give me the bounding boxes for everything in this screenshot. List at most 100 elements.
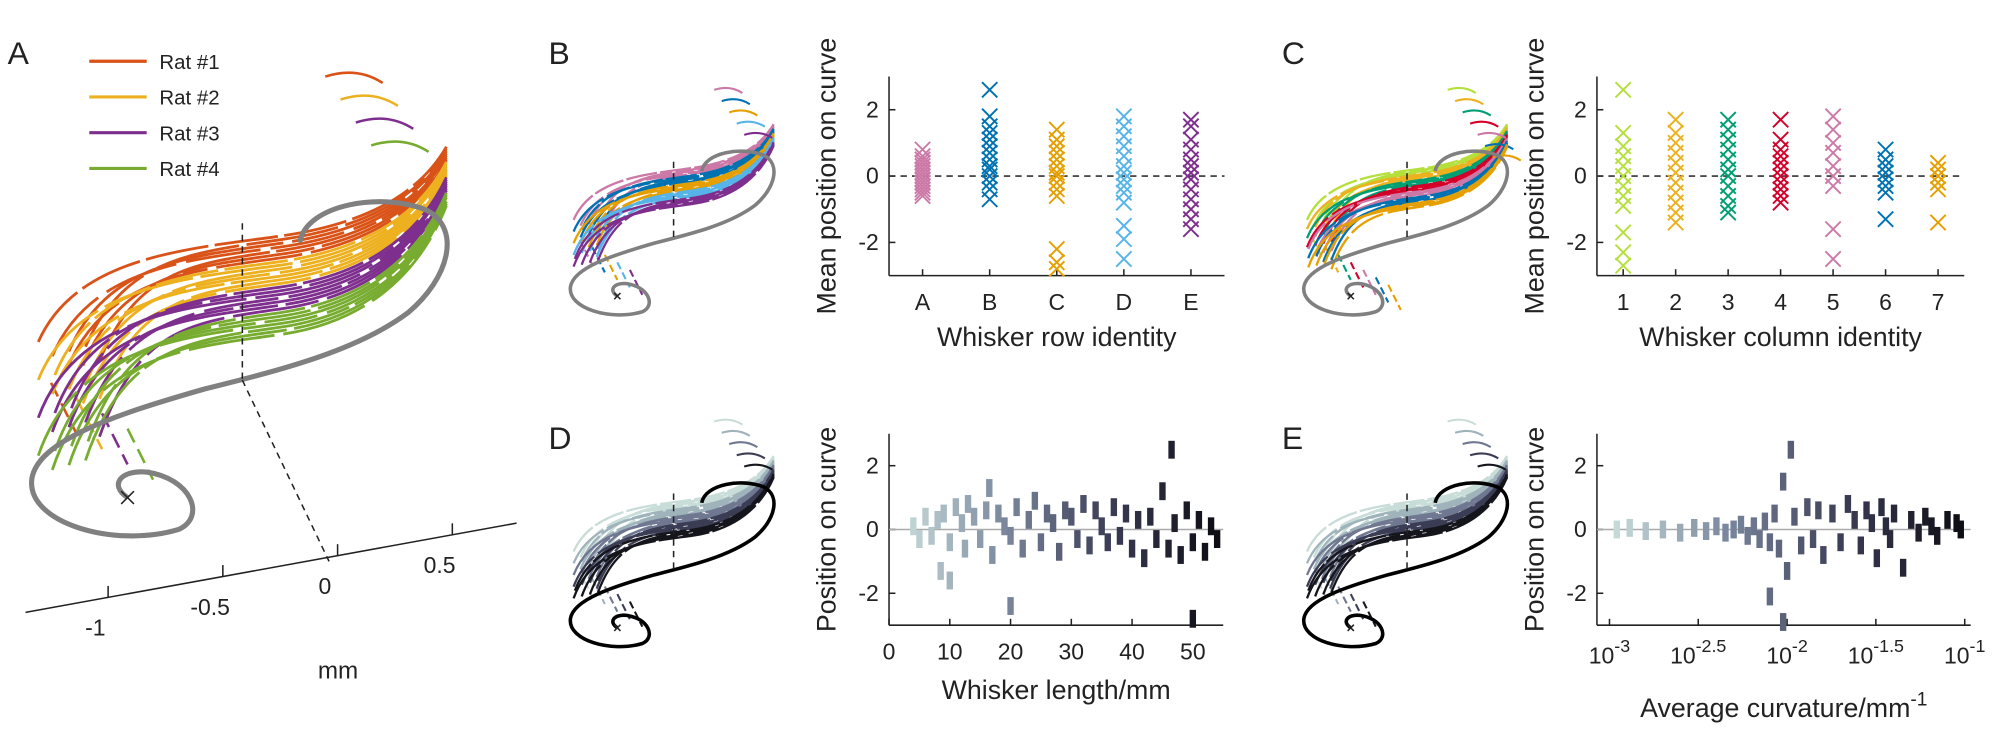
marker bbox=[981, 124, 998, 142]
y-tick-label: 0 bbox=[1574, 163, 1587, 189]
marker bbox=[1877, 177, 1894, 195]
marker bbox=[976, 530, 984, 548]
marker bbox=[1007, 526, 1014, 545]
whisker-trace bbox=[51, 152, 448, 357]
marker bbox=[1719, 197, 1737, 215]
whisker-trace bbox=[70, 176, 448, 409]
marker bbox=[1122, 504, 1130, 523]
marker bbox=[1195, 510, 1203, 529]
illustration bbox=[1302, 86, 1522, 317]
y-axis-label: Mean position on curve bbox=[1519, 38, 1549, 315]
marker bbox=[1092, 501, 1099, 520]
marker bbox=[1815, 501, 1822, 520]
marker bbox=[1877, 184, 1894, 201]
marker bbox=[914, 181, 931, 198]
marker bbox=[1141, 549, 1148, 568]
marker bbox=[1934, 526, 1941, 545]
y-tick-label: 2 bbox=[866, 452, 879, 478]
marker bbox=[1772, 111, 1789, 129]
marker bbox=[1614, 224, 1632, 241]
marker bbox=[1772, 154, 1789, 172]
marker bbox=[986, 479, 993, 497]
x-tick-exponent: -2.5 bbox=[1696, 636, 1727, 656]
stray-trace bbox=[1462, 441, 1492, 449]
marker bbox=[1882, 517, 1890, 536]
stray-trace bbox=[1469, 120, 1499, 128]
whisker-trace bbox=[1305, 455, 1509, 553]
marker bbox=[1048, 253, 1066, 271]
marker bbox=[1772, 194, 1789, 211]
whisker-trace bbox=[98, 172, 448, 400]
marker bbox=[1820, 546, 1827, 564]
x-tick-exponent: -2 bbox=[1792, 636, 1808, 656]
marker bbox=[910, 517, 917, 536]
whisker-trace bbox=[84, 183, 448, 423]
whisker-trace bbox=[1305, 123, 1509, 221]
y-axis-label: Mean position on curve bbox=[811, 38, 841, 315]
marker bbox=[1049, 514, 1057, 533]
x-tick-label: 4 bbox=[1774, 289, 1787, 315]
marker bbox=[1642, 522, 1649, 541]
marker bbox=[1115, 230, 1133, 248]
y-tick-label: 0 bbox=[866, 516, 879, 542]
whisker-trace bbox=[53, 178, 448, 414]
legend-label: Rat #3 bbox=[159, 123, 219, 145]
x-tick-label: 0 bbox=[883, 639, 896, 665]
marker bbox=[1171, 514, 1178, 533]
whisker-curve bbox=[1302, 149, 1510, 317]
marker bbox=[1772, 141, 1789, 158]
marker bbox=[1837, 533, 1844, 552]
whisker-trace bbox=[572, 455, 775, 553]
marker bbox=[981, 167, 998, 185]
base-mark bbox=[1347, 292, 1355, 300]
marker bbox=[1168, 440, 1175, 459]
x-tick-label: 1 bbox=[1617, 289, 1630, 315]
marker bbox=[1890, 504, 1898, 523]
x-tick-label: 40 bbox=[1119, 639, 1145, 665]
marker bbox=[1877, 171, 1894, 188]
marker bbox=[1722, 523, 1729, 542]
x-tick-label: 3 bbox=[1722, 289, 1735, 315]
stray-trace bbox=[340, 94, 399, 107]
marker bbox=[934, 510, 941, 529]
whisker-trace bbox=[50, 187, 448, 433]
marker bbox=[1048, 174, 1066, 192]
whisker-curve bbox=[1302, 481, 1510, 649]
base-mark bbox=[120, 490, 135, 505]
whisker-curve bbox=[568, 481, 776, 649]
whisker-trace bbox=[50, 170, 448, 395]
marker bbox=[1771, 504, 1778, 523]
marker bbox=[1691, 518, 1698, 537]
whisker-trace bbox=[1314, 476, 1509, 597]
stray-trace bbox=[1462, 109, 1492, 117]
stray-trace bbox=[1447, 86, 1477, 94]
marker bbox=[1048, 167, 1066, 185]
x-tick-base: 10 bbox=[1589, 642, 1615, 668]
marker bbox=[1189, 609, 1197, 628]
whisker-curve bbox=[568, 149, 776, 317]
panel-label: A bbox=[8, 35, 30, 71]
marker bbox=[1772, 161, 1789, 178]
marker bbox=[1908, 510, 1915, 529]
whisker-trace bbox=[67, 185, 448, 428]
x-axis-label: Whisker length/mm bbox=[942, 675, 1171, 705]
x-tick-base: 10 bbox=[1944, 642, 1970, 668]
marker bbox=[1797, 536, 1805, 555]
base-mark bbox=[1347, 624, 1355, 632]
stray-trace bbox=[736, 452, 766, 460]
marker bbox=[1043, 504, 1051, 523]
stray-trace bbox=[1484, 143, 1514, 151]
illustration bbox=[1302, 418, 1510, 649]
axis-label: mm bbox=[318, 658, 358, 685]
legend-label: Rat #4 bbox=[159, 159, 219, 181]
marker bbox=[1957, 520, 1964, 539]
stray-trace bbox=[713, 86, 743, 94]
whisker-trace bbox=[1307, 473, 1509, 591]
marker bbox=[914, 187, 931, 205]
x-tick-label: 6 bbox=[1879, 289, 1892, 315]
marker bbox=[1048, 187, 1066, 205]
stray-trace bbox=[1492, 154, 1522, 162]
marker bbox=[1115, 194, 1133, 211]
marker bbox=[995, 504, 1002, 523]
